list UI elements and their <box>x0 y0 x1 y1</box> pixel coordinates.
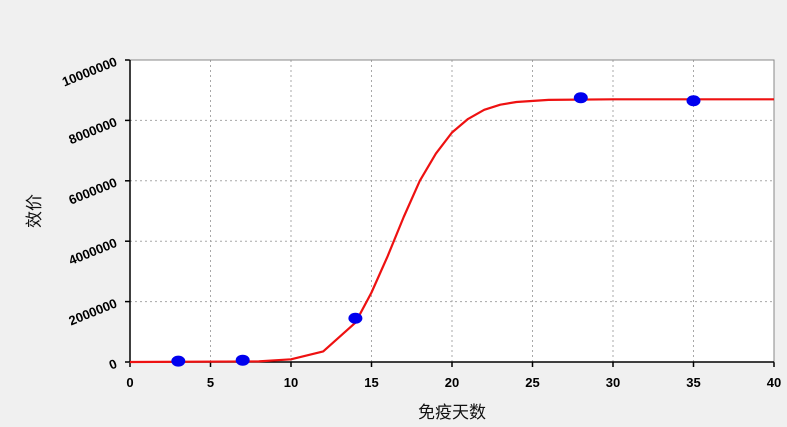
y-axis-title: 效价 <box>25 194 45 228</box>
x-tick-label: 25 <box>525 375 539 390</box>
x-axis-title: 免疫天数 <box>418 403 486 423</box>
data-point <box>235 354 250 366</box>
x-tick-label: 5 <box>207 375 214 390</box>
y-tick-labels: 0 2000000 4000000 6000000 8000000 10000000 <box>60 54 119 373</box>
grid-lines <box>130 60 774 362</box>
x-tick-label: 20 <box>445 375 459 390</box>
x-tick-labels: 0 5 10 15 20 25 30 35 40 <box>126 375 781 390</box>
data-point <box>171 355 186 367</box>
y-tick-label: 4000000 <box>67 235 120 268</box>
fitted-curve-line <box>129 98 774 364</box>
data-point <box>573 92 588 104</box>
y-tick-label: 2000000 <box>67 295 120 328</box>
x-tick-label: 0 <box>126 375 133 390</box>
y-tick-label: 0 <box>107 356 119 373</box>
data-point <box>686 95 701 107</box>
y-tick-label: 6000000 <box>67 175 120 208</box>
x-tick-label: 35 <box>686 375 700 390</box>
fitted-curve <box>129 98 774 364</box>
y-tick-label: 8000000 <box>67 114 120 147</box>
x-tick-label: 10 <box>284 375 298 390</box>
data-point <box>348 312 363 324</box>
y-tick-label: 10000000 <box>60 54 119 90</box>
data-points <box>171 92 701 367</box>
x-tick-label: 30 <box>606 375 620 390</box>
x-tick-label: 15 <box>364 375 378 390</box>
x-tick-label: 40 <box>767 375 781 390</box>
